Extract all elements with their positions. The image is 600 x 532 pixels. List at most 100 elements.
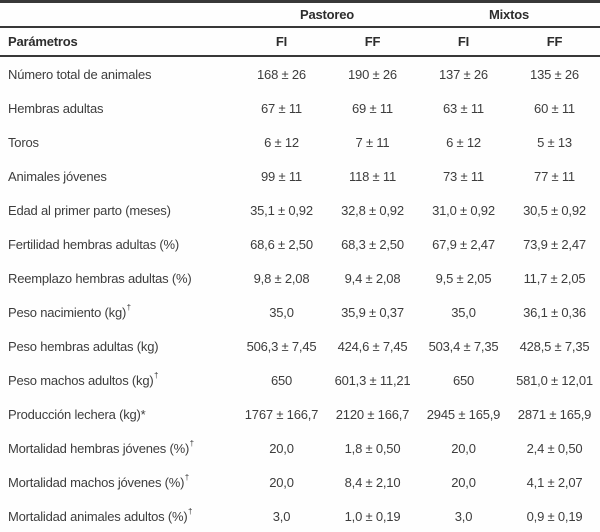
col-header-pastoreo-ff: FF	[327, 27, 418, 57]
group-header-spacer	[0, 1, 236, 28]
table-row: Peso machos adultos (kg)† 650 601,3 ± 11…	[0, 363, 600, 397]
cell-value: 1,8 ± 0,50	[344, 440, 401, 456]
table-row: Hembras adultas 67 ± 11 69 ± 11 63 ± 11 …	[0, 91, 600, 125]
cell-value: 68,3 ± 2,50	[341, 236, 404, 252]
col-header-mixtos-fi: FI	[418, 27, 509, 57]
cell-value: 30,5 ± 0,92	[523, 202, 586, 218]
cell-value: 20,0	[269, 474, 294, 490]
row-label: Peso nacimiento (kg)	[8, 304, 127, 320]
row-param-cell: Animales jóvenes	[0, 159, 236, 193]
cell-value: 424,6 ± 7,45	[337, 338, 408, 354]
row-label: Mortalidad animales adultos (%)	[8, 508, 188, 524]
group-header-row: Pastoreo Mixtos	[0, 1, 600, 28]
cell-value: 8,4 ± 2,10	[344, 474, 401, 490]
cell-value: 118 ± 11	[349, 168, 396, 184]
cell-value: 36,1 ± 0,36	[523, 304, 586, 320]
row-label: Reemplazo hembras adultas (%)	[8, 270, 192, 286]
row-label: Número total de animales	[8, 66, 152, 82]
table-row: Número total de animales 168 ± 26 190 ± …	[0, 56, 600, 91]
cell-value: 581,0 ± 12,01	[516, 372, 593, 388]
cell-value: 9,8 ± 2,08	[253, 270, 310, 286]
row-footnote-marker: †	[189, 439, 194, 449]
cell-value: 77 ± 11	[534, 168, 575, 184]
cell-value: 63 ± 11	[443, 100, 484, 116]
row-param-cell: Fertilidad hembras adultas (%)	[0, 227, 236, 261]
row-label: Producción lechera (kg)*	[8, 406, 146, 422]
group-header-mixtos: Mixtos	[418, 1, 600, 28]
row-label: Edad al primer parto (meses)	[8, 202, 171, 218]
row-param-cell: Toros	[0, 125, 236, 159]
row-footnote-marker: †	[188, 507, 193, 517]
cell-value: 9,5 ± 2,05	[435, 270, 492, 286]
cell-value: 503,4 ± 7,35	[428, 338, 499, 354]
cell-value: 69 ± 11	[352, 100, 393, 116]
cell-value: 506,3 ± 7,45	[246, 338, 317, 354]
table-body: Número total de animales 168 ± 26 190 ± …	[0, 56, 600, 532]
cell-value: 99 ± 11	[261, 168, 302, 184]
cell-value: 67,9 ± 2,47	[432, 236, 495, 252]
table-row: Mortalidad animales adultos (%)† 3,0 1,0…	[0, 499, 600, 532]
table-row: Fertilidad hembras adultas (%) 68,6 ± 2,…	[0, 227, 600, 261]
cell-value: 428,5 ± 7,35	[519, 338, 590, 354]
cell-value: 2,4 ± 0,50	[526, 440, 583, 456]
cell-value: 168 ± 26	[257, 66, 306, 82]
row-param-cell: Reemplazo hembras adultas (%)	[0, 261, 236, 295]
table-row: Mortalidad machos jóvenes (%)† 20,0 8,4 …	[0, 465, 600, 499]
row-param-cell: Producción lechera (kg)*	[0, 397, 236, 431]
col-header-mixtos-ff: FF	[509, 27, 600, 57]
row-param-cell: Mortalidad machos jóvenes (%)†	[0, 465, 236, 499]
cell-value: 2871 ± 165,9	[517, 406, 592, 422]
cell-value: 5 ± 13	[537, 134, 572, 150]
cell-value: 7 ± 11	[355, 134, 390, 150]
cell-value: 35,0	[451, 304, 476, 320]
cell-value: 650	[452, 372, 475, 388]
cell-value: 20,0	[269, 440, 294, 456]
cell-value: 35,1 ± 0,92	[250, 202, 313, 218]
cell-value: 601,3 ± 11,21	[334, 372, 411, 388]
row-param-cell: Peso machos adultos (kg)†	[0, 363, 236, 397]
row-label: Fertilidad hembras adultas (%)	[8, 236, 180, 252]
cell-value: 3,0	[272, 508, 291, 524]
table-row: Mortalidad hembras jóvenes (%)† 20,0 1,8…	[0, 431, 600, 465]
cell-value: 9,4 ± 2,08	[344, 270, 401, 286]
cell-value: 1,0 ± 0,19	[344, 508, 401, 524]
row-param-cell: Hembras adultas	[0, 91, 236, 125]
column-header-row: Parámetros FI FF FI FF	[0, 27, 600, 57]
row-param-cell: Edad al primer parto (meses)	[0, 193, 236, 227]
table-row: Animales jóvenes 99 ± 11 118 ± 11 73 ± 1…	[0, 159, 600, 193]
cell-value: 31,0 ± 0,92	[432, 202, 495, 218]
cell-value: 2120 ± 166,7	[335, 406, 410, 422]
row-param-cell: Mortalidad hembras jóvenes (%)†	[0, 431, 236, 465]
cell-value: 2945 ± 165,9	[426, 406, 501, 422]
cell-value: 20,0	[451, 474, 476, 490]
row-label: Peso machos adultos (kg)	[8, 372, 154, 388]
table-row: Edad al primer parto (meses) 35,1 ± 0,92…	[0, 193, 600, 227]
cell-value: 68,6 ± 2,50	[250, 236, 313, 252]
cell-value: 1767 ± 166,7	[244, 406, 319, 422]
row-label: Mortalidad machos jóvenes (%)	[8, 474, 185, 490]
cell-value: 35,0	[269, 304, 294, 320]
table-row: Peso hembras adultas (kg) 506,3 ± 7,45 4…	[0, 329, 600, 363]
row-label: Peso hembras adultas (kg)	[8, 338, 159, 354]
cell-value: 0,9 ± 0,19	[526, 508, 583, 524]
cell-value: 3,0	[454, 508, 473, 524]
cell-value: 6 ± 12	[446, 134, 481, 150]
row-label: Toros	[8, 134, 39, 150]
cell-value: 11,7 ± 2,05	[523, 270, 586, 286]
cell-value: 73 ± 11	[443, 168, 484, 184]
row-footnote-marker: †	[154, 371, 159, 381]
cell-value: 67 ± 11	[261, 100, 302, 116]
row-param-cell: Peso hembras adultas (kg)	[0, 329, 236, 363]
row-param-cell: Mortalidad animales adultos (%)†	[0, 499, 236, 532]
row-footnote-marker: †	[184, 473, 190, 483]
cell-value: 32,8 ± 0,92	[341, 202, 404, 218]
table-header: Pastoreo Mixtos Parámetros FI FF FI FF	[0, 1, 600, 57]
cell-value: 650	[270, 372, 293, 388]
table-row: Peso nacimiento (kg)† 35,0 35,9 ± 0,37 3…	[0, 295, 600, 329]
cell-value: 73,9 ± 2,47	[523, 236, 586, 252]
param-column-header: Parámetros	[0, 27, 236, 57]
row-param-cell: Número total de animales	[0, 56, 236, 91]
cell-value: 20,0	[451, 440, 476, 456]
